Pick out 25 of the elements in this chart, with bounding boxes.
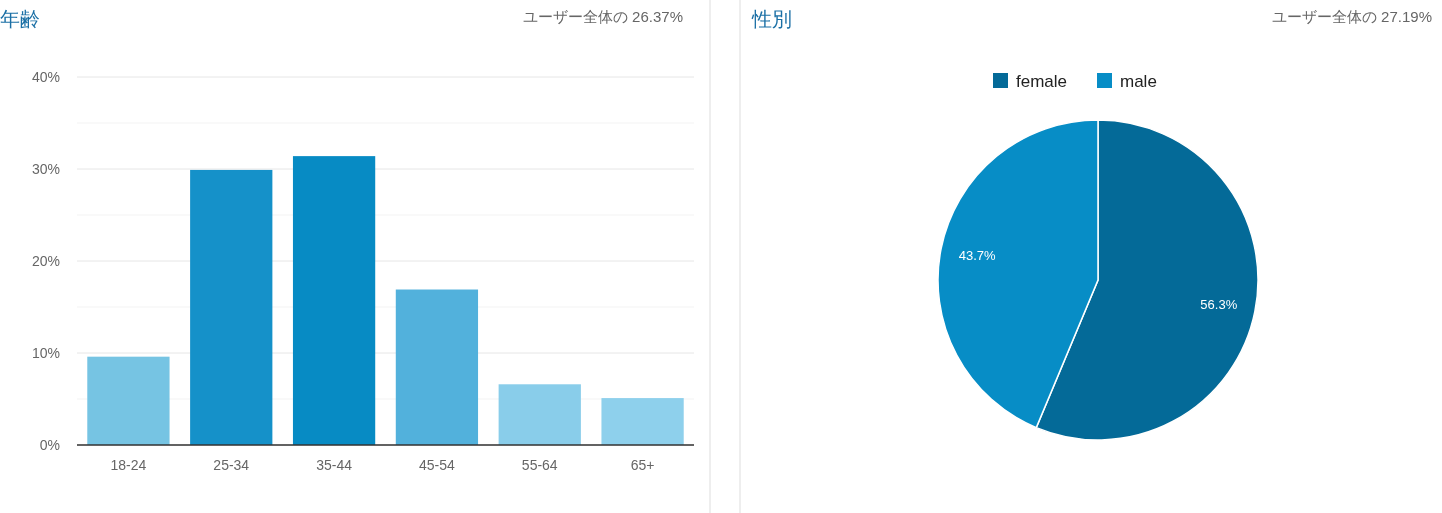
bar: [190, 169, 273, 445]
y-tick-label: 40%: [31, 68, 60, 85]
legend-label: male: [1120, 71, 1157, 91]
chart-title: 年齢: [0, 8, 40, 30]
x-tick-label: 18-24: [110, 457, 147, 473]
text: 性別: [751, 8, 792, 30]
legend-label: female: [1016, 71, 1068, 91]
y-tick-label: 10%: [31, 344, 60, 361]
x-tick-label: 35-44: [316, 457, 353, 473]
bar: [601, 398, 684, 445]
bar: [498, 384, 581, 445]
y-tick-label: 30%: [31, 160, 60, 177]
bar: [395, 289, 479, 445]
x-tick-label: 45-54: [419, 457, 456, 473]
x-tick-label: 25-34: [213, 457, 250, 473]
x-tick-label: 65+: [630, 457, 655, 473]
bar: [292, 156, 376, 445]
x-tick-label: 55-64: [521, 457, 558, 473]
bar: [87, 356, 170, 445]
y-tick-label: 0%: [39, 436, 60, 453]
data-label: 43.7%: [958, 248, 997, 264]
text: ユーザー全体の 27.19%: [1271, 8, 1432, 25]
chart-subtitle: ユーザー全体の 26.37%: [522, 8, 683, 25]
data-label: 56.3%: [1200, 296, 1238, 312]
y-tick-label: 20%: [31, 252, 60, 269]
